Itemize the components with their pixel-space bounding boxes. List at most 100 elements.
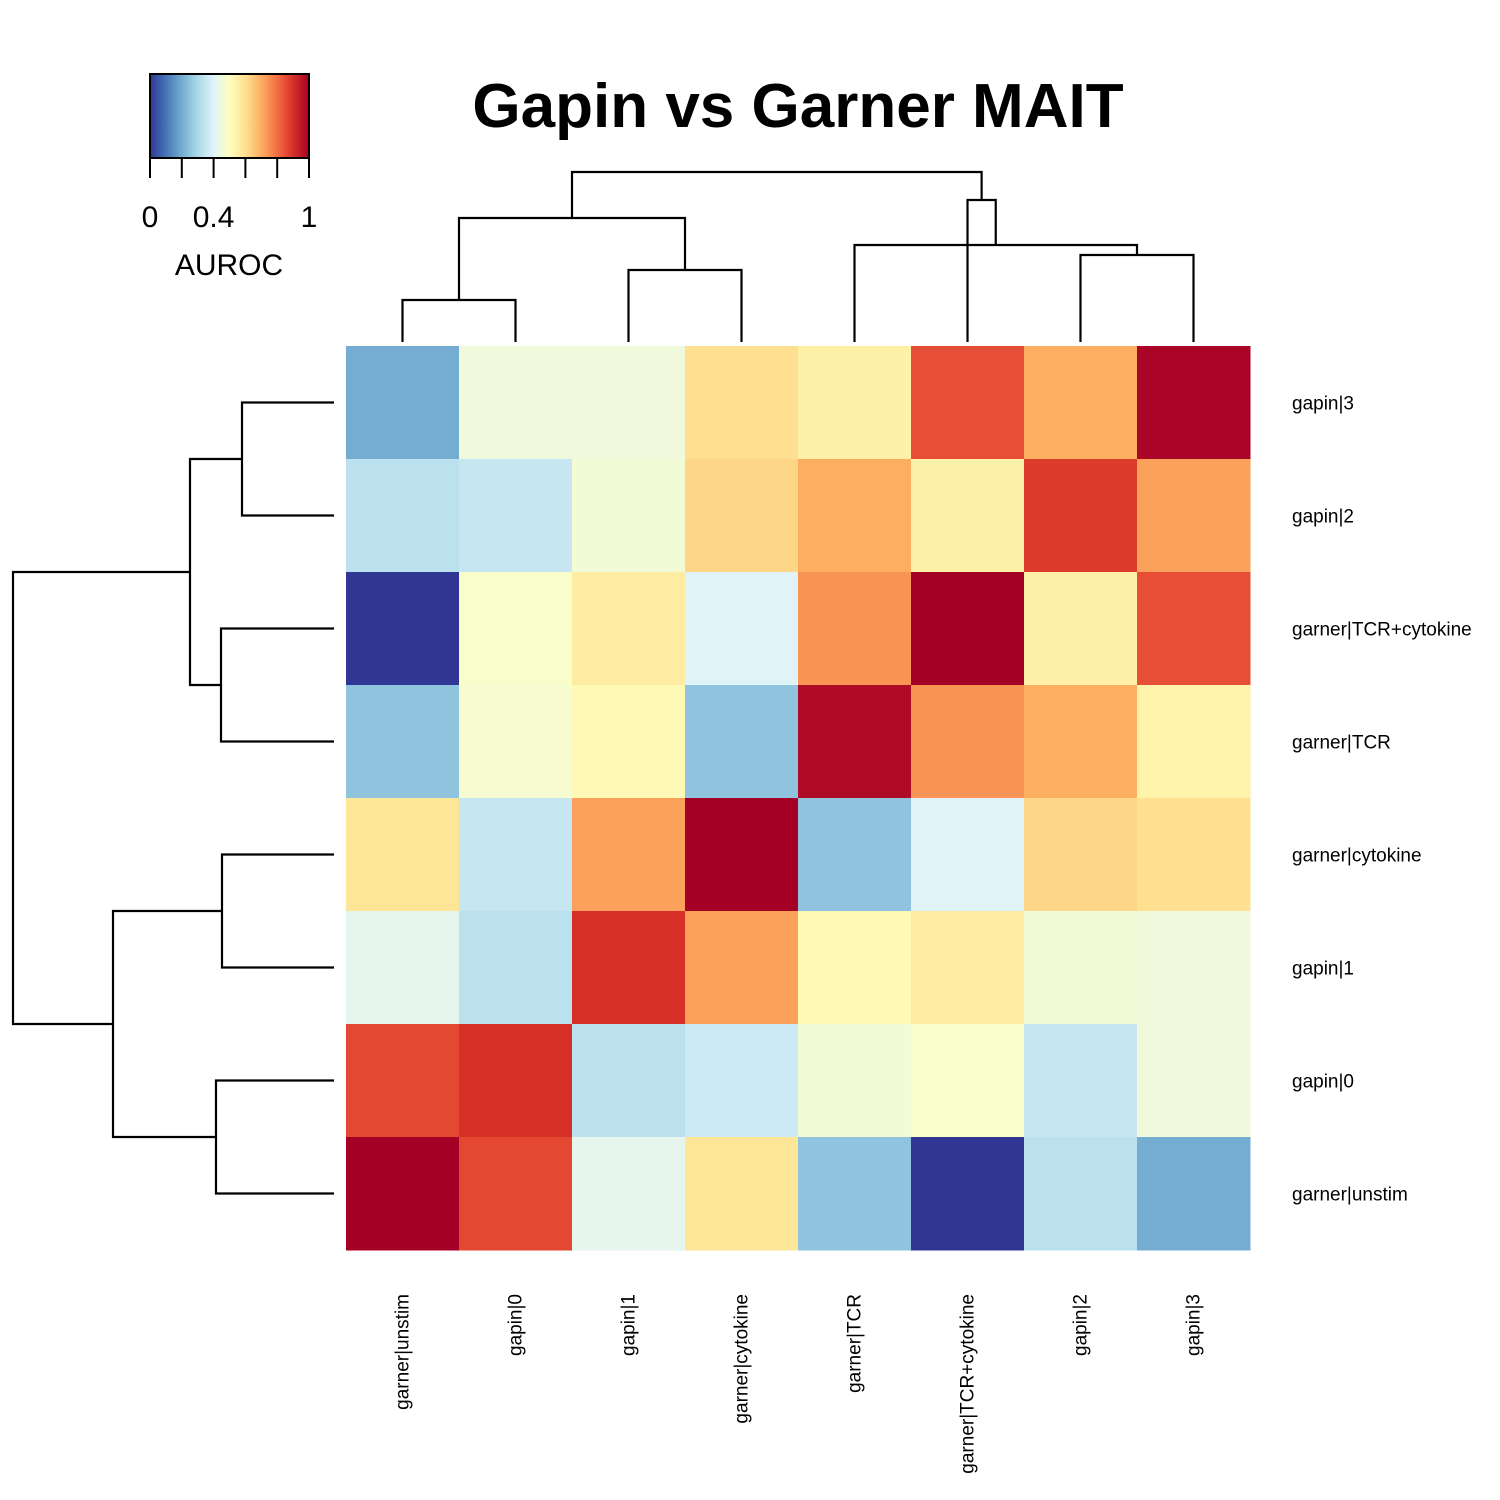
colorbar-tick-label: 0	[142, 201, 159, 234]
heatmap-cell	[798, 911, 912, 1025]
heatmap-cell	[346, 685, 460, 799]
row-dendrogram-link	[11, 570, 190, 1026]
heatmap-cell	[1024, 911, 1138, 1025]
row-label: gapin|2	[1292, 507, 1354, 528]
heatmap-cell	[459, 798, 573, 912]
column-label: gapin|3	[1184, 1294, 1205, 1356]
heatmap-cell	[911, 572, 1025, 686]
heatmap-cell	[1137, 1024, 1251, 1138]
heatmap-cell	[572, 1137, 686, 1251]
heatmap-cell	[1137, 459, 1251, 573]
heatmap-cell	[798, 798, 912, 912]
heatmap-cell	[572, 346, 686, 460]
heatmap-cell	[798, 1137, 912, 1251]
heatmap-cell	[459, 1024, 573, 1138]
colorbar-label: AUROC	[175, 249, 283, 282]
column-label: garner|unstim	[393, 1294, 414, 1410]
row-dendrogram	[11, 401, 334, 1195]
heatmap-cell	[798, 1024, 912, 1138]
column-labels: garner|unstim gapin|0 gapin|1 garner|cytoki…	[393, 1294, 1205, 1474]
column-dendrogram-link	[853, 243, 1139, 342]
colorbar-tick-label: 1	[301, 201, 318, 234]
heatmap-cell	[1024, 798, 1138, 912]
chart-title: Gapin vs Garner MAIT	[472, 72, 1123, 141]
heatmap-cell	[459, 685, 573, 799]
column-dendrogram-link	[1079, 253, 1195, 342]
heatmap-cell	[911, 346, 1025, 460]
heatmap-cell	[911, 798, 1025, 912]
row-label: gapin|0	[1292, 1072, 1354, 1093]
heatmap-cell	[1024, 685, 1138, 799]
column-label: gapin|2	[1071, 1294, 1092, 1356]
column-dendrogram-link	[570, 170, 983, 218]
heatmap-cell	[911, 1024, 1025, 1138]
heatmap-cell	[1024, 1024, 1138, 1138]
heatmap-cell	[1137, 798, 1251, 912]
column-label: garner|TCR+cytokine	[958, 1294, 979, 1474]
heatmap-cell	[1137, 1137, 1251, 1251]
row-dendrogram-link	[111, 909, 222, 1139]
heatmap-cell	[1024, 572, 1138, 686]
heatmap-cell	[572, 1024, 686, 1138]
heatmap-cell	[798, 459, 912, 573]
row-label: garner|TCR	[1292, 733, 1391, 754]
heatmap-cell	[459, 1137, 573, 1251]
heatmap-cell	[685, 346, 799, 460]
column-dendrogram-link	[627, 268, 743, 342]
row-dendrogram-link	[214, 1079, 334, 1195]
heatmap-cells	[346, 346, 1251, 1251]
heatmap-cell	[346, 572, 460, 686]
row-label: garner|unstim	[1292, 1185, 1408, 1206]
row-label: garner|cytokine	[1292, 846, 1422, 867]
heatmap-cell	[459, 911, 573, 1025]
heatmap-cell	[685, 1137, 799, 1251]
heatmap-cell	[459, 346, 573, 460]
heatmap-cell	[685, 572, 799, 686]
heatmap-cell	[1024, 1137, 1138, 1251]
heatmap-cell	[1137, 685, 1251, 799]
column-label: gapin|1	[619, 1294, 640, 1356]
heatmap-cell	[572, 798, 686, 912]
colorbar-tick-label: 0.4	[193, 201, 235, 234]
heatmap-cell	[346, 798, 460, 912]
heatmap-cell	[572, 572, 686, 686]
heatmap-cell	[685, 798, 799, 912]
heatmap-cell	[459, 459, 573, 573]
row-dendrogram-link	[188, 457, 242, 687]
heatmap-cell	[572, 685, 686, 799]
heatmap-cell	[1024, 459, 1138, 573]
heatmap-cell	[685, 911, 799, 1025]
row-label: garner|TCR+cytokine	[1292, 620, 1472, 641]
row-label: gapin|3	[1292, 394, 1354, 415]
heatmap-cell	[1137, 911, 1251, 1025]
heatmap-cell	[346, 911, 460, 1025]
heatmap-cell	[346, 1024, 460, 1138]
heatmap-cell	[911, 685, 1025, 799]
heatmap-cell	[798, 685, 912, 799]
heatmap-cell	[911, 459, 1025, 573]
column-label: garner|cytokine	[732, 1294, 753, 1424]
heatmap-cell	[459, 572, 573, 686]
heatmap-cell	[1137, 572, 1251, 686]
heatmap-cell	[911, 1137, 1025, 1251]
heatmap-cell	[346, 459, 460, 573]
heatmap-cell	[798, 346, 912, 460]
row-dendrogram-link	[219, 627, 334, 743]
heatmap-cell	[685, 685, 799, 799]
row-labels: gapin|3 gapin|2 garner|TCR+cytokine garner|…	[1292, 394, 1472, 1206]
colorbar-gradient	[149, 73, 310, 159]
column-label: gapin|0	[506, 1294, 527, 1356]
heatmap-cell	[346, 1137, 460, 1251]
heatmap-cell	[572, 459, 686, 573]
heatmap-cell	[1137, 346, 1251, 460]
heatmap-cell	[572, 911, 686, 1025]
heatmap-cell	[1024, 346, 1138, 460]
column-dendrogram-link	[401, 298, 517, 342]
column-dendrogram-link	[966, 198, 997, 342]
heatmap-cell	[346, 346, 460, 460]
row-label: gapin|1	[1292, 959, 1354, 980]
column-dendrogram-link	[457, 216, 687, 300]
heatmap-cell	[798, 572, 912, 686]
